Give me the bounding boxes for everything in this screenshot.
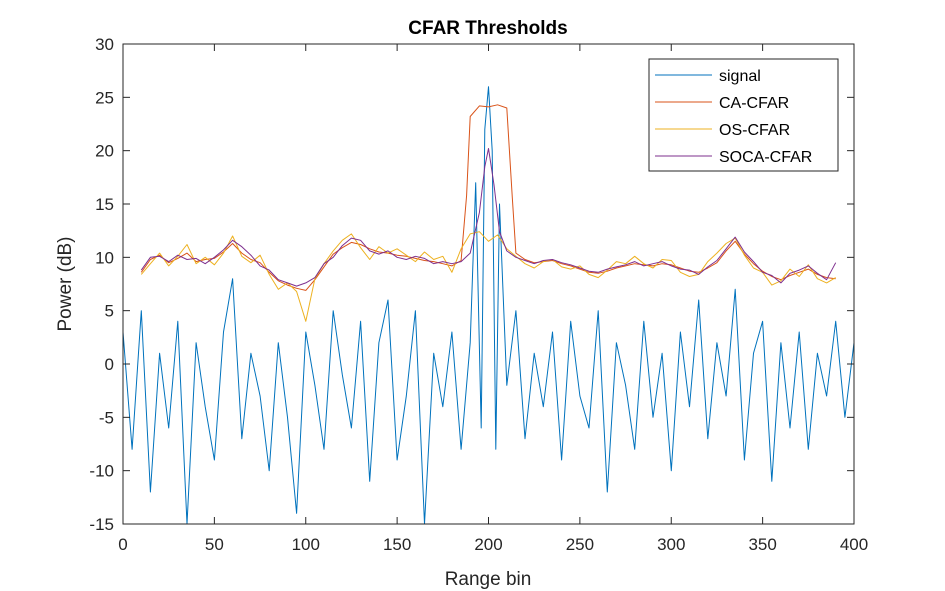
x-tick-label: 350 xyxy=(748,535,776,554)
series-line-os-cfar xyxy=(140,231,836,322)
y-tick-label: 10 xyxy=(95,248,114,267)
chart-title: CFAR Thresholds xyxy=(408,18,567,39)
x-tick-label: 50 xyxy=(205,535,224,554)
y-tick-label: 5 xyxy=(105,302,114,321)
legend-entry-label: CA-CFAR xyxy=(719,95,789,112)
x-tick-label: 300 xyxy=(657,535,685,554)
ticks-layer: 0 50 100 150 200 250 300 350 400 -15 -10 -5 0 5 10 15 20… xyxy=(89,35,868,554)
legend: signal CA-CFAR OS-CFAR SOCA-CFAR xyxy=(648,58,839,172)
y-tick-label: 30 xyxy=(95,35,114,54)
y-tick-label: 0 xyxy=(105,355,114,374)
legend-box xyxy=(648,58,839,172)
x-tick-label: 400 xyxy=(840,535,868,554)
x-tick-label: 250 xyxy=(566,535,594,554)
series-line-soca-cfar xyxy=(140,148,837,287)
x-axis-label: Range bin xyxy=(445,569,532,590)
x-tick-label: 100 xyxy=(292,535,320,554)
series-line-signal xyxy=(123,86,854,524)
y-tick-label: -5 xyxy=(99,408,114,427)
legend-entry-label: signal xyxy=(719,68,761,85)
y-tick-label: 25 xyxy=(95,88,114,107)
legend-entry-label: OS-CFAR xyxy=(719,122,790,139)
series-layer xyxy=(123,86,854,524)
y-tick-label: -10 xyxy=(89,462,114,481)
x-tick-label: 0 xyxy=(118,535,127,554)
y-axis-label: Power (dB) xyxy=(55,236,76,331)
y-tick-label: 15 xyxy=(95,195,114,214)
series-line-ca-cfar xyxy=(140,104,836,291)
x-tick-label: 200 xyxy=(474,535,502,554)
y-tick-label: -15 xyxy=(89,515,114,534)
x-tick-label: 150 xyxy=(383,535,411,554)
y-tick-label: 20 xyxy=(95,142,114,161)
legend-entry-label: SOCA-CFAR xyxy=(719,149,812,166)
